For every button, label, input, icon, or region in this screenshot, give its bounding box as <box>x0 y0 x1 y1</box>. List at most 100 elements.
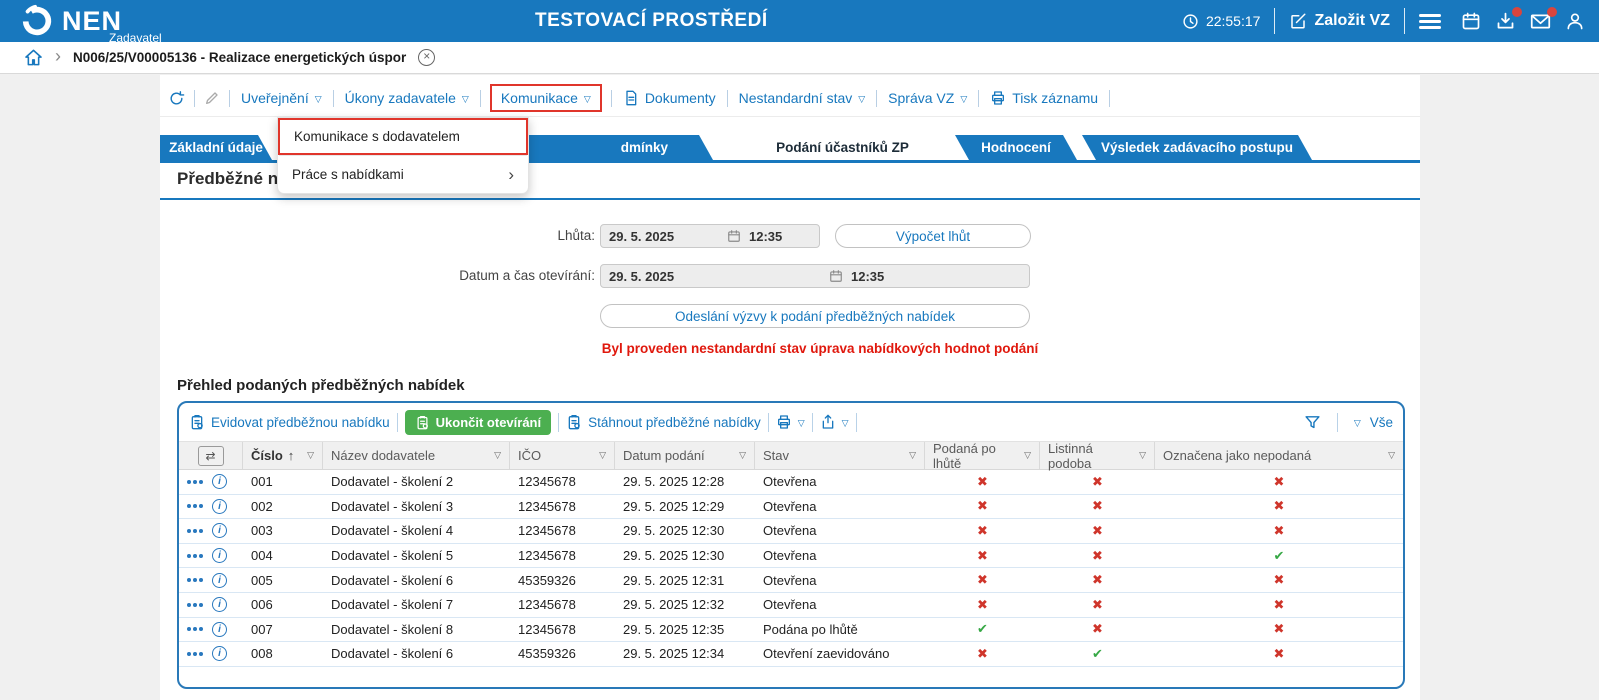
tab-hodnoceni[interactable]: Hodnocení <box>955 135 1077 160</box>
opening-time-value[interactable]: 12:35 <box>851 268 885 284</box>
chevron-right-icon: › <box>508 164 514 184</box>
row-menu-icon[interactable] <box>187 602 203 607</box>
column-settings-icon[interactable]: ⇄ <box>197 445 224 466</box>
column-header-nazev-dodavatele[interactable]: Název dodavatele ▽ <box>323 442 510 469</box>
ukoncit-oteviran-button[interactable]: Ukončit otevírání <box>404 409 552 435</box>
info-icon[interactable] <box>212 498 227 514</box>
create-vz-button[interactable]: Založit VZ <box>1289 12 1390 30</box>
notification-badge <box>1512 6 1522 17</box>
stahnout-nabidky-button[interactable]: Stáhnout předběžné nabídky <box>566 414 761 430</box>
hamburger-menu-icon[interactable] <box>1419 13 1441 29</box>
nen-logo-icon <box>20 4 54 38</box>
tab-zakladni-udaje[interactable]: Základní údaje <box>160 135 272 160</box>
column-header-listinna-podoba[interactable]: Listinná podoba ▽ <box>1040 441 1155 471</box>
menu-uverejneni[interactable]: Uveřejnění ▽ <box>241 90 322 106</box>
filter-triangle-icon[interactable]: ▽ <box>909 450 916 460</box>
column-header-ico[interactable]: IČO ▽ <box>510 442 615 469</box>
info-icon[interactable] <box>212 621 227 637</box>
column-header-podana-po-lhute[interactable]: Podaná po lhůtě ▽ <box>925 441 1040 471</box>
menu-tisk-zaznamu[interactable]: Tisk záznamu <box>988 86 1100 110</box>
downloads-tray-button[interactable] <box>1495 6 1522 32</box>
export-grid-button[interactable]: ▽ <box>820 414 849 430</box>
chevron-right-icon: › <box>55 46 61 66</box>
tab-podminky[interactable]: dmínky <box>500 135 713 160</box>
filter-triangle-icon[interactable]: ▽ <box>739 450 746 460</box>
tab-vysledek-zadavaciho-postupu[interactable]: Výsledek zadávacího postupu <box>1082 135 1312 160</box>
info-icon[interactable] <box>212 572 227 588</box>
cell-stav: Otevření zaevidováno <box>763 646 890 662</box>
filter-triangle-icon[interactable]: ▽ <box>1139 450 1146 460</box>
info-icon[interactable] <box>212 597 227 613</box>
deadline-time-value[interactable]: 12:35 <box>749 228 783 244</box>
menu-sprava-vz[interactable]: Správa VZ ▽ <box>888 90 968 106</box>
filter-triangle-icon[interactable]: ▽ <box>1388 450 1395 460</box>
row-menu-icon[interactable] <box>187 651 203 656</box>
cell-podana-po-lhute: ✖ <box>977 596 988 612</box>
deadline-date-value[interactable]: 29. 5. 2025 <box>609 228 675 244</box>
table-row[interactable]: 003 Dodavatel - školení 4 12345678 29. 5… <box>179 519 1403 544</box>
table-row[interactable]: 007 Dodavatel - školení 8 12345678 29. 5… <box>179 617 1403 643</box>
cell-stav: Otevřena <box>763 474 817 490</box>
table-row[interactable]: 006 Dodavatel - školení 7 12345678 29. 5… <box>179 592 1403 618</box>
table-row[interactable]: 005 Dodavatel - školení 6 45359326 29. 5… <box>179 568 1403 593</box>
opening-date-value[interactable]: 29. 5. 2025 <box>609 268 675 284</box>
deadline-datetime-field[interactable]: 29. 5. 2025 12:35 <box>600 224 820 248</box>
close-icon[interactable]: × <box>418 49 436 66</box>
breadcrumb-record[interactable]: N006/25/V00005136 - Realizace energetick… <box>73 50 407 65</box>
cell-podana-po-lhute: ✖ <box>977 645 988 661</box>
messages-button[interactable] <box>1530 6 1557 32</box>
tab-podani-ucastniku-zp[interactable]: Podání účastníků ZP <box>735 135 950 160</box>
filter-scope-select[interactable]: Vše <box>1369 414 1393 430</box>
nen-logo[interactable]: NEN Zadavatel <box>20 4 162 45</box>
info-icon[interactable] <box>212 523 227 539</box>
info-icon[interactable] <box>212 474 227 490</box>
menu-item-komunikace-s-dodavatelem[interactable]: Komunikace s dodavatelem <box>278 118 528 155</box>
divider <box>978 89 980 107</box>
menu-ukony-zadavatele[interactable]: Úkony zadavatele ▽ <box>344 90 469 106</box>
divider <box>279 155 527 156</box>
filter-icon[interactable] <box>1304 414 1321 431</box>
column-header-stav[interactable]: Stav ▽ <box>755 442 925 469</box>
row-menu-icon[interactable] <box>187 627 203 632</box>
filter-triangle-icon[interactable]: ▽ <box>307 450 314 460</box>
cell-ico: 45359326 <box>518 572 576 588</box>
cell-stav: Otevřena <box>763 548 817 564</box>
filter-triangle-icon[interactable]: ▽ <box>1024 450 1031 460</box>
table-row[interactable]: 008 Dodavatel - školení 6 45359326 29. 5… <box>179 642 1403 667</box>
table-row[interactable]: 001 Dodavatel - školení 2 12345678 29. 5… <box>179 470 1403 495</box>
calendar-icon[interactable] <box>727 229 741 243</box>
calendar-icon[interactable] <box>829 269 843 283</box>
info-icon[interactable] <box>212 646 227 662</box>
cell-podana-po-lhute: ✔ <box>977 621 988 637</box>
info-icon[interactable] <box>212 548 227 564</box>
calendar-icon[interactable] <box>1461 11 1481 31</box>
row-menu-icon[interactable] <box>187 504 203 509</box>
refresh-icon[interactable] <box>168 90 185 107</box>
menu-nestandardni-stav[interactable]: Nestandardní stav ▽ <box>738 90 866 106</box>
table-row[interactable]: 004 Dodavatel - školení 5 12345678 29. 5… <box>179 543 1403 569</box>
user-icon[interactable] <box>1565 11 1585 31</box>
filter-triangle-icon[interactable]: ▽ <box>599 450 606 460</box>
send-invitation-button[interactable]: Odeslání výzvy k podání předběžných nabí… <box>600 304 1030 328</box>
edit-icon[interactable] <box>204 90 220 106</box>
cell-stav: Otevřena <box>763 498 817 514</box>
home-icon[interactable] <box>24 48 43 67</box>
column-header-oznacena-jako-nepodana[interactable]: Označena jako nepodaná ▽ <box>1163 448 1395 463</box>
row-menu-icon[interactable] <box>187 578 203 583</box>
row-menu-icon[interactable] <box>187 528 203 533</box>
menu-komunikace[interactable]: Komunikace ▽ <box>489 84 602 112</box>
row-menu-icon[interactable] <box>187 479 203 484</box>
column-header-datum-podani[interactable]: Datum podání ▽ <box>615 442 755 469</box>
print-grid-button[interactable]: ▽ <box>776 414 805 430</box>
row-menu-icon[interactable] <box>187 553 203 558</box>
table-row[interactable]: 002 Dodavatel - školení 3 12345678 29. 5… <box>179 494 1403 520</box>
column-header-cislo[interactable]: Číslo ↑ ▽ <box>243 442 323 469</box>
evidovat-nabidku-button[interactable]: Evidovat předběžnou nabídku <box>189 414 390 430</box>
filter-triangle-icon[interactable]: ▽ <box>494 450 501 460</box>
menu-dokumenty[interactable]: Dokumenty <box>621 86 718 110</box>
cell-nazev-dodavatele: Dodavatel - školení 4 <box>331 523 454 539</box>
opening-datetime-field[interactable]: 29. 5. 2025 12:35 <box>600 264 1030 288</box>
menu-item-prace-s-nabidkami[interactable]: Práce s nabídkami › <box>292 164 514 184</box>
cell-nazev-dodavatele: Dodavatel - školení 6 <box>331 646 454 662</box>
calc-deadlines-button[interactable]: Výpočet lhůt <box>835 224 1031 248</box>
